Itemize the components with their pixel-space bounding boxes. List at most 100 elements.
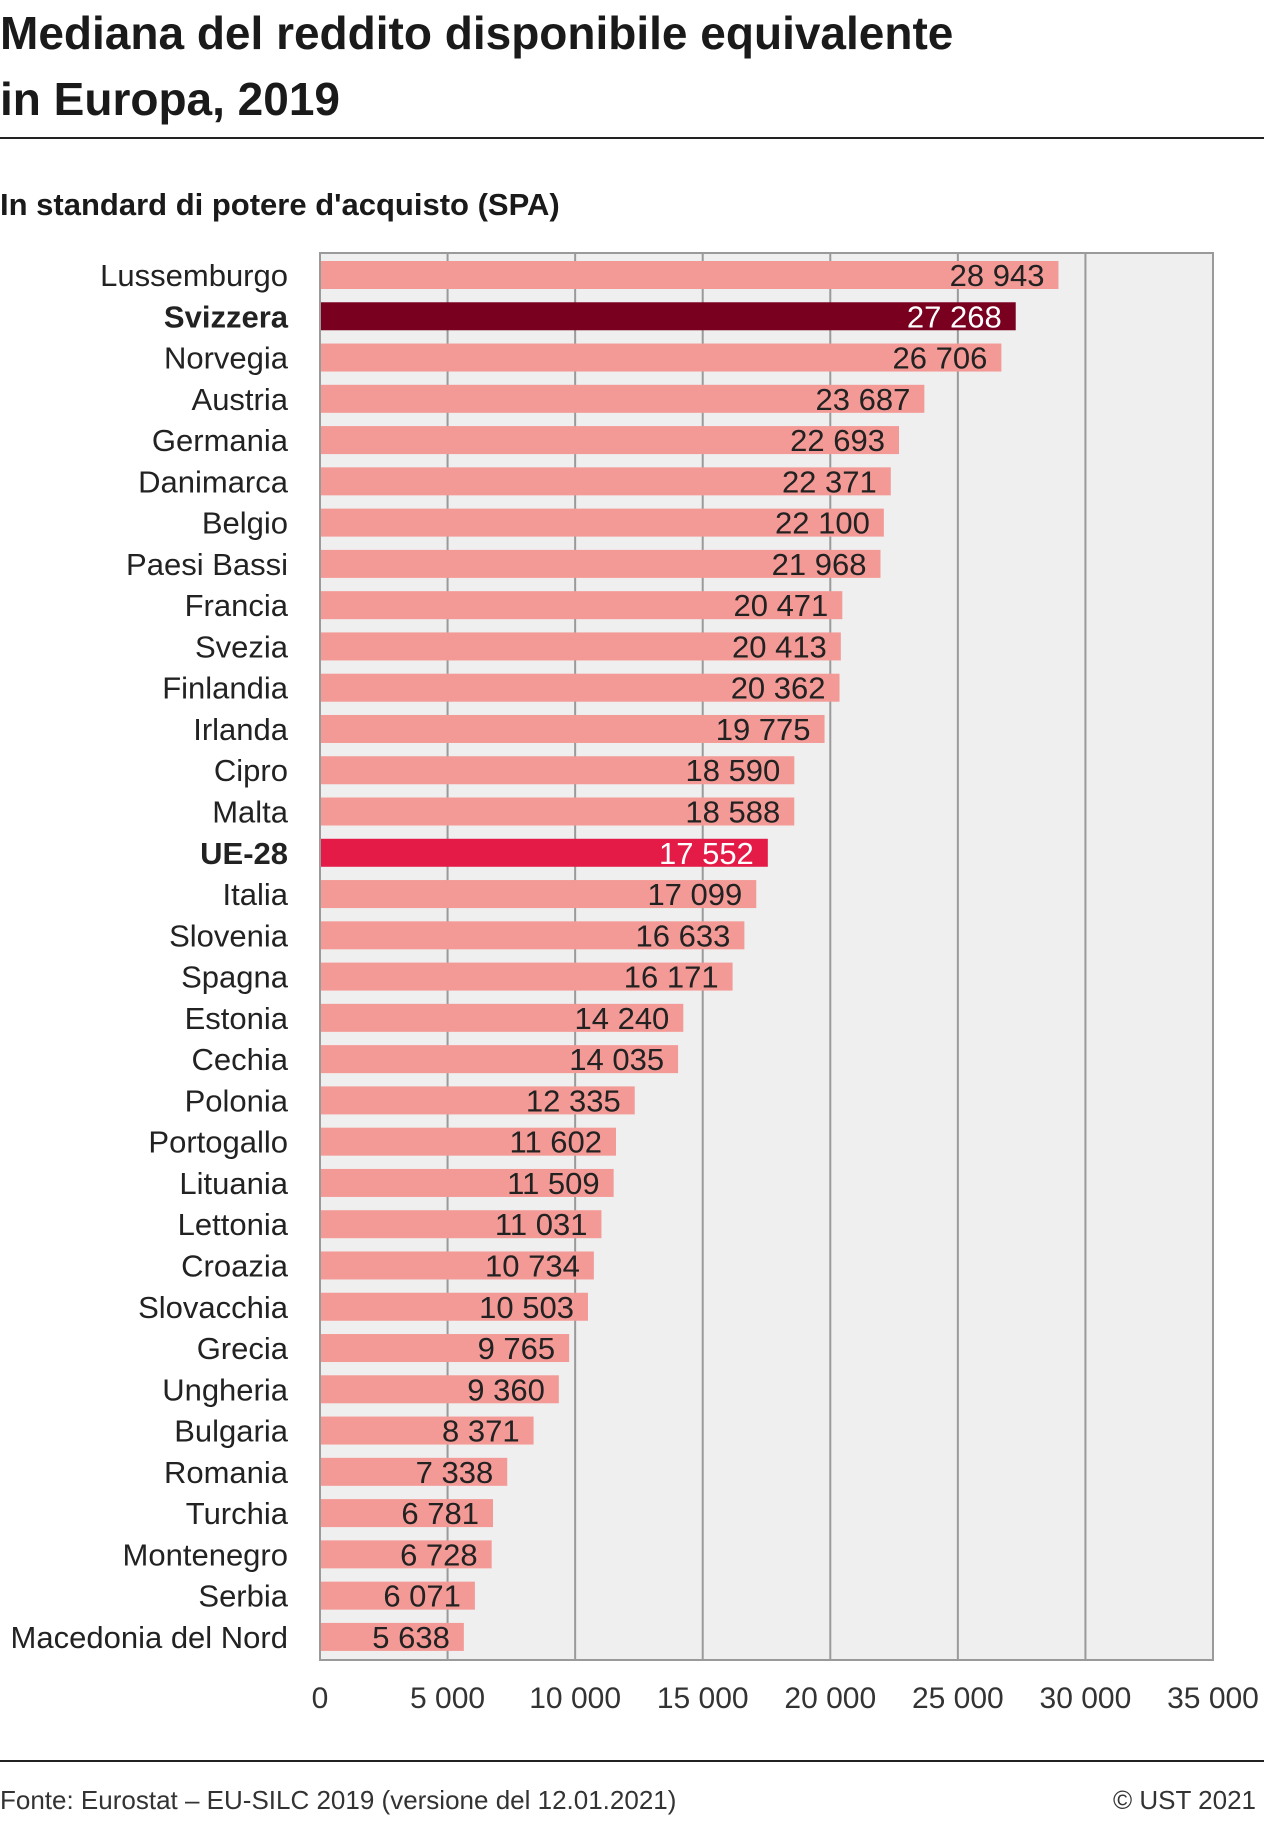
value-label-serbia: 6 071 (383, 1579, 461, 1614)
category-label-polonia: Polonia (185, 1083, 289, 1118)
value-label-cechia: 14 035 (569, 1042, 664, 1077)
x-tick-label: 20 000 (784, 1682, 876, 1715)
bar-ue-28 (321, 838, 768, 867)
value-label-portogallo: 11 602 (510, 1125, 603, 1160)
bar-serbia (321, 1581, 475, 1610)
category-label-danimarca: Danimarca (138, 464, 289, 499)
x-tick-label: 30 000 (1040, 1682, 1132, 1715)
bar-montenegro (321, 1540, 492, 1569)
value-label-finlandia: 20 362 (731, 671, 826, 706)
value-label-irlanda: 19 775 (716, 712, 811, 747)
bar-francia (321, 591, 843, 620)
bottom-divider (0, 1760, 1264, 1762)
category-label-cechia: Cechia (192, 1042, 289, 1077)
category-label-slovacchia: Slovacchia (138, 1290, 289, 1325)
bar-estonia (321, 1003, 684, 1032)
value-label-austria: 23 687 (816, 382, 911, 417)
category-label-lituania: Lituania (179, 1166, 288, 1201)
bar-paesi-bassi (321, 549, 881, 578)
bar-cipro (321, 756, 795, 785)
x-tick-label: 35 000 (1167, 1682, 1259, 1715)
bar-turchia (321, 1499, 494, 1528)
value-label-italia: 17 099 (647, 877, 742, 912)
category-label-ungheria: Ungheria (162, 1372, 289, 1407)
bar-svizzera (321, 302, 1016, 331)
value-label-svizzera: 27 268 (907, 299, 1002, 334)
bar-finlandia (321, 673, 840, 702)
category-label-macedonia-del-nord: Macedonia del Nord (11, 1620, 288, 1655)
category-label-croazia: Croazia (181, 1248, 289, 1283)
bar-polonia (321, 1086, 635, 1115)
category-label-turchia: Turchia (186, 1496, 289, 1531)
x-tick-label: 10 000 (529, 1682, 621, 1715)
bar-lettonia (321, 1210, 602, 1239)
x-axis-tick-labels: 0 5 000 10 000 15 000 20 000 25 000 30 000 35 0… (312, 1682, 1259, 1715)
value-label-croazia: 10 734 (485, 1248, 580, 1283)
value-label-svezia: 20 413 (732, 629, 827, 664)
value-label-bulgaria: 8 371 (442, 1414, 520, 1449)
bar-romania (321, 1457, 508, 1486)
category-label-irlanda: Irlanda (193, 712, 289, 747)
value-label-ungheria: 9 360 (467, 1372, 545, 1407)
category-label-spagna: Spagna (181, 960, 289, 995)
plot-area (319, 252, 1214, 1661)
value-label-francia: 20 471 (733, 588, 828, 623)
bar-norvegia (321, 343, 1002, 372)
category-label-svizzera: Svizzera (164, 299, 289, 334)
category-label-bulgaria: Bulgaria (174, 1414, 288, 1449)
chart-title: Mediana del reddito disponibile equivale… (0, 0, 1264, 132)
value-label-germania: 22 693 (790, 423, 885, 458)
category-label-francia: Francia (185, 588, 289, 623)
category-label-romania: Romania (164, 1455, 289, 1490)
value-label-romania: 7 338 (416, 1455, 494, 1490)
value-label-lituania: 11 509 (507, 1166, 600, 1201)
value-label-belgio: 22 100 (775, 506, 870, 541)
x-tick-label: 5 000 (410, 1682, 485, 1715)
value-label-malta: 18 588 (685, 795, 780, 830)
bar-spagna (321, 962, 733, 991)
value-label-grecia: 9 765 (478, 1331, 556, 1366)
bar-portogallo (321, 1127, 617, 1156)
value-label-macedonia-del-nord: 5 638 (372, 1620, 450, 1655)
category-label-austria: Austria (192, 382, 289, 417)
bar-italia (321, 880, 757, 909)
category-label-germania: Germania (152, 423, 289, 458)
value-label-ue-28: 17 552 (659, 836, 754, 871)
x-tick-label: 25 000 (912, 1682, 1004, 1715)
bar-grecia (321, 1334, 570, 1363)
value-label-turchia: 6 781 (401, 1496, 479, 1531)
bar-macedonia-del-nord (321, 1622, 464, 1651)
value-label-norvegia: 26 706 (893, 341, 988, 376)
value-label-danimarca: 22 371 (782, 464, 877, 499)
value-label-montenegro: 6 728 (400, 1537, 478, 1572)
value-label-estonia: 14 240 (574, 1001, 669, 1036)
category-label-finlandia: Finlandia (162, 671, 289, 706)
top-divider (0, 137, 1264, 139)
bar-croazia (321, 1251, 594, 1280)
chart-subtitle: In standard di potere d'acquisto (SPA) (0, 187, 560, 222)
bar-danimarca (321, 467, 891, 496)
category-label-montenegro: Montenegro (123, 1537, 288, 1572)
x-tick-label: 0 (312, 1682, 329, 1715)
value-label-slovacchia: 10 503 (479, 1290, 574, 1325)
chart-title-line-2: in Europa, 2019 (0, 73, 341, 125)
bar-lituania (321, 1168, 614, 1197)
bar-belgio (321, 508, 884, 537)
category-label-ue-28: UE-28 (200, 836, 288, 871)
category-label-serbia: Serbia (198, 1579, 288, 1614)
bar-lussemburgo (321, 261, 1059, 289)
bar-irlanda (321, 714, 825, 743)
bar-malta (321, 797, 795, 826)
category-label-belgio: Belgio (202, 506, 288, 541)
category-label-lettonia: Lettonia (178, 1207, 289, 1242)
category-label-estonia: Estonia (185, 1001, 289, 1036)
category-label-malta: Malta (212, 795, 289, 830)
bar-ungheria (321, 1375, 559, 1404)
category-label-italia: Italia (223, 877, 289, 912)
source-note: Fonte: Eurostat – EU-SILC 2019 (versione… (0, 1785, 677, 1815)
value-label-cipro: 18 590 (685, 753, 780, 788)
bars (321, 261, 1059, 1651)
bar-bulgaria (321, 1416, 534, 1445)
value-label-paesi-bassi: 21 968 (772, 547, 867, 582)
category-label-cipro: Cipro (214, 753, 288, 788)
